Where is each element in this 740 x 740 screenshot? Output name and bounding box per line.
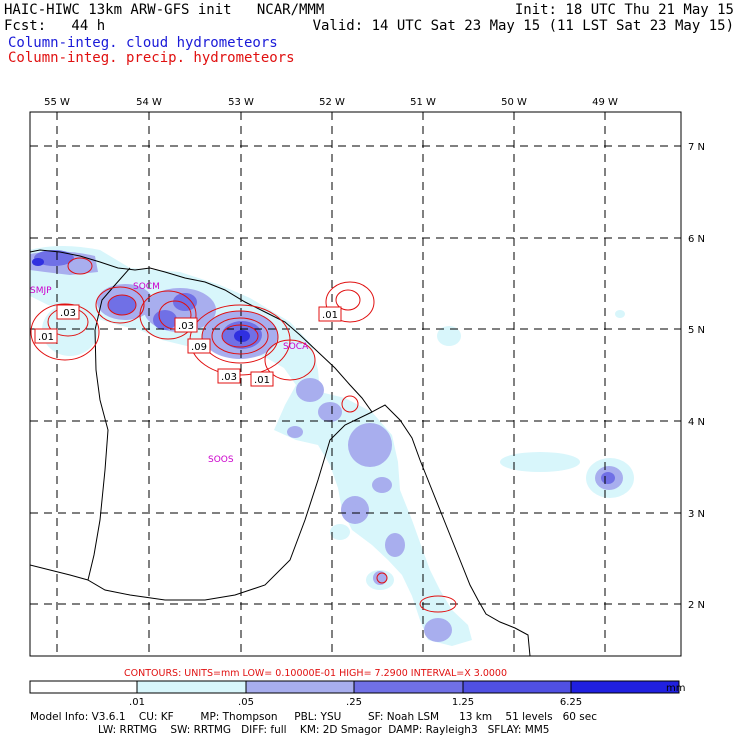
contour-label: .01 (318, 306, 342, 322)
map-frame (29, 111, 682, 657)
svg-text:.09: .09 (191, 342, 207, 353)
lon-label: 54 W (136, 97, 162, 108)
model-info-line2: LW: RRTMG SW: RRTMG DIFF: full KM: 2D Sm… (98, 724, 550, 736)
frame-ticks (56, 112, 681, 605)
lat-label: 2 N (688, 600, 705, 611)
cloud-shading-peak (32, 258, 250, 342)
init-time: Init: 18 UTC Thu 21 May 15 (514, 2, 734, 18)
lon-label: 51 W (410, 97, 436, 108)
lat-label: 7 N (688, 142, 705, 153)
svg-text:.03: .03 (178, 321, 194, 332)
contour-label: .01 (34, 328, 58, 344)
contour-label: .09 (187, 338, 211, 354)
lat-label: 4 N (688, 417, 705, 428)
colorbar-units: mm (666, 683, 685, 694)
lon-label: 49 W (592, 97, 618, 108)
svg-text:.01: .01 (38, 332, 54, 343)
lon-label: 55 W (44, 97, 70, 108)
contour-info: CONTOURS: UNITS=mm LOW= 0.10000E-01 HIGH… (124, 668, 507, 679)
field-precip-label: Column-integ. precip. hydrometeors (8, 50, 295, 66)
contour-label: .01 (250, 371, 274, 387)
lat-lon-grid (30, 112, 681, 656)
station-label: SOCA (283, 342, 309, 352)
svg-text:.01: .01 (322, 310, 338, 321)
precip-contours (30, 257, 457, 613)
colorbar-tick: .05 (238, 697, 254, 708)
svg-text:.01: .01 (254, 375, 270, 386)
svg-text:.03: .03 (221, 372, 237, 383)
lat-label: 5 N (688, 325, 705, 336)
colorbar-tick: .01 (129, 697, 145, 708)
station-label: SMJP (30, 286, 52, 296)
contour-label: .03 (56, 304, 80, 320)
lon-label: 50 W (501, 97, 527, 108)
contour-label: .03 (174, 317, 198, 333)
lon-label: 52 W (319, 97, 345, 108)
lat-label: 3 N (688, 509, 705, 520)
station-label: SOCM (133, 282, 160, 292)
colorbar-tick: 6.25 (560, 697, 582, 708)
contour-label: .03 (217, 368, 241, 384)
title-line: HAIC-HIWC 13km ARW-GFS init NCAR/MMM (4, 2, 325, 18)
valid-time: Valid: 14 UTC Sat 23 May 15 (11 LST Sat … (312, 18, 734, 34)
lon-label: 53 W (228, 97, 254, 108)
coastline (30, 249, 531, 656)
svg-text:.03: .03 (60, 308, 76, 319)
field-cloud-label: Column-integ. cloud hydrometeors (8, 35, 278, 51)
lat-label: 6 N (688, 234, 705, 245)
model-info-line1: Model Info: V3.6.1 CU: KF MP: Thompson P… (30, 711, 597, 723)
colorbar (29, 680, 680, 694)
colorbar-tick: 1.25 (452, 697, 474, 708)
forecast-hour: Fcst: 44 h (4, 18, 106, 34)
station-label: SOOS (208, 455, 234, 465)
colorbar-tick: .25 (346, 697, 362, 708)
